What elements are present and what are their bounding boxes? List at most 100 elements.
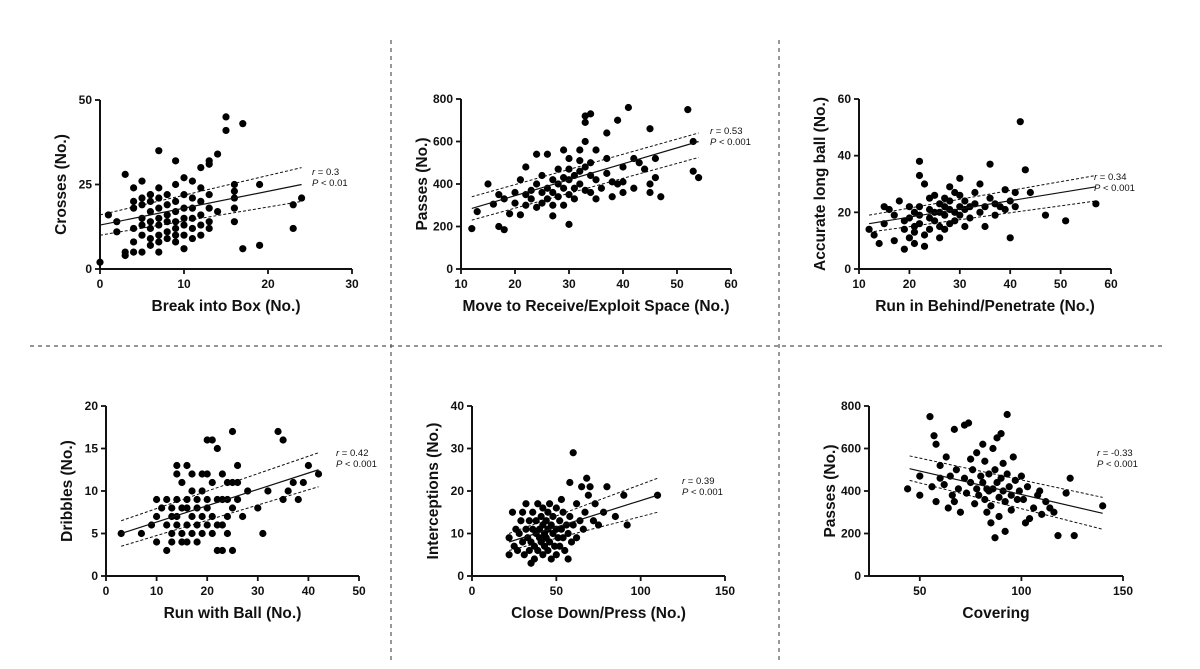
data-point: [539, 504, 547, 512]
data-point: [163, 495, 171, 504]
data-point: [641, 165, 649, 173]
data-point: [163, 234, 171, 243]
x-tick-label: 30: [251, 584, 265, 598]
data-point: [223, 478, 232, 487]
data-point: [619, 163, 627, 171]
data-point: [931, 191, 939, 199]
data-point: [314, 470, 323, 478]
data-point: [1016, 118, 1024, 126]
data-point: [554, 193, 562, 201]
x-tick-label: 150: [715, 584, 735, 598]
data-point: [173, 470, 181, 478]
data-point: [566, 478, 574, 487]
y-axis-label: Accurate long ball (No.): [812, 97, 829, 271]
data-point: [538, 188, 546, 197]
data-point: [188, 224, 196, 233]
ci-lower-line: [869, 200, 1096, 233]
data-point: [289, 201, 297, 209]
r-value-label: r = 0.3: [312, 167, 339, 178]
x-tick-label: 0: [103, 584, 110, 598]
data-point: [264, 487, 272, 495]
data-point: [1001, 498, 1009, 506]
data-point: [1092, 200, 1100, 208]
y-tick-label: 400: [433, 177, 453, 191]
y-tick-label: 600: [841, 442, 861, 456]
data-point: [592, 146, 600, 154]
data-point: [614, 180, 622, 188]
data-point: [180, 221, 188, 229]
data-point: [567, 538, 576, 546]
data-point: [155, 214, 163, 222]
data-point: [646, 188, 654, 197]
y-tick-label: 60: [838, 92, 852, 106]
x-tick-label: 60: [1104, 277, 1118, 291]
data-point: [976, 208, 984, 216]
x-tick-label: 50: [913, 584, 927, 598]
data-point: [188, 177, 196, 185]
data-point: [138, 221, 146, 229]
data-point: [516, 176, 525, 184]
data-point: [1041, 211, 1050, 219]
data-point: [188, 194, 196, 202]
data-point: [954, 485, 963, 493]
data-point: [583, 474, 591, 482]
data-point: [973, 449, 981, 457]
data-point: [113, 228, 121, 236]
data-point: [545, 538, 554, 546]
data-point: [870, 231, 878, 239]
data-point: [890, 211, 898, 219]
y-axis-label: Dribbles (No.): [59, 440, 76, 542]
data-point: [565, 191, 573, 199]
y-tick-label: 200: [433, 220, 453, 234]
data-point: [646, 125, 654, 133]
data-point: [560, 201, 568, 209]
data-point: [168, 538, 176, 546]
data-point: [208, 529, 216, 538]
data-point: [946, 183, 954, 191]
x-axis-label: Covering: [962, 605, 1029, 622]
data-point: [931, 208, 939, 216]
data-point: [651, 174, 660, 182]
data-point: [522, 201, 530, 209]
data-point: [920, 242, 929, 250]
data-point: [259, 529, 267, 538]
data-point: [619, 188, 627, 197]
data-point: [233, 495, 242, 504]
x-tick-label: 10: [150, 584, 164, 598]
data-point: [1013, 495, 1021, 504]
data-point: [635, 159, 643, 167]
regression-line: [120, 469, 319, 535]
data-point: [966, 214, 974, 222]
data-point: [547, 555, 555, 563]
y-axis-label: Passes (No.): [414, 137, 431, 230]
data-point: [1009, 453, 1017, 461]
data-point: [163, 228, 171, 236]
data-point: [999, 487, 1007, 495]
data-point: [168, 529, 176, 538]
data-point: [916, 491, 924, 499]
data-point: [570, 195, 579, 203]
data-point: [130, 184, 138, 192]
data-point: [931, 217, 939, 225]
x-tick-label: 150: [1113, 584, 1133, 598]
data-point: [495, 191, 503, 199]
data-point: [565, 154, 573, 163]
x-tick-label: 20: [261, 277, 275, 291]
data-point: [936, 234, 944, 242]
data-point: [223, 529, 232, 538]
x-axis-label: Break into Box (No.): [152, 298, 301, 315]
data-point: [180, 214, 188, 222]
data-point: [205, 160, 213, 168]
data-point: [1011, 203, 1019, 211]
y-axis-label: Passes (No.): [822, 444, 839, 537]
data-point: [578, 483, 586, 491]
data-point: [230, 218, 238, 226]
data-point: [594, 521, 603, 529]
data-point: [172, 231, 180, 239]
data-point: [163, 521, 171, 529]
x-tick-label: 50: [352, 584, 366, 598]
x-tick-label: 100: [631, 584, 651, 598]
y-tick-label: 0: [91, 569, 98, 583]
data-point: [173, 461, 181, 470]
data-point: [158, 504, 166, 512]
